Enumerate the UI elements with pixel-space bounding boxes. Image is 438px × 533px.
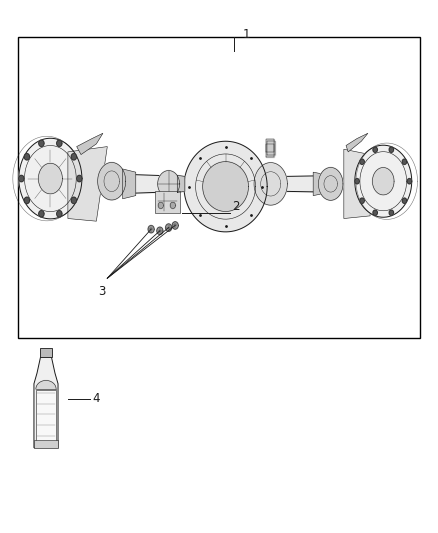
Polygon shape [267,141,275,155]
Bar [39,348,52,357]
Circle shape [148,225,154,233]
Circle shape [360,198,364,204]
Text: 4: 4 [92,392,99,405]
Circle shape [157,227,163,235]
Polygon shape [266,144,274,157]
Polygon shape [355,145,412,217]
Circle shape [389,210,393,215]
Circle shape [24,154,29,160]
Circle shape [355,179,359,184]
Polygon shape [177,175,185,192]
Polygon shape [158,171,180,197]
Polygon shape [68,147,107,221]
Circle shape [402,159,406,164]
Circle shape [77,175,82,182]
Circle shape [39,211,44,217]
Text: 3: 3 [98,285,105,297]
Circle shape [373,147,378,152]
Circle shape [360,159,364,164]
Circle shape [71,197,77,204]
Circle shape [158,202,163,208]
Circle shape [166,224,172,231]
Polygon shape [39,163,62,194]
Circle shape [39,140,44,147]
Polygon shape [98,163,126,200]
Polygon shape [344,149,370,219]
Circle shape [389,147,393,152]
Circle shape [19,175,24,182]
Circle shape [57,211,62,217]
Polygon shape [123,169,136,199]
Circle shape [57,140,62,147]
Circle shape [407,179,412,184]
Polygon shape [19,138,82,219]
Polygon shape [254,163,287,205]
Bar [18,37,420,338]
Circle shape [172,222,178,229]
Text: 2: 2 [232,200,240,213]
Polygon shape [313,172,324,196]
Bar [36,390,56,441]
Polygon shape [36,381,56,389]
Polygon shape [77,133,103,155]
Circle shape [71,154,77,160]
Bar [155,191,180,213]
Polygon shape [34,357,58,448]
Polygon shape [318,167,343,200]
Polygon shape [203,161,248,212]
Circle shape [402,198,406,204]
Circle shape [170,202,176,208]
Text: 1: 1 [243,28,251,41]
Bar [34,440,58,448]
Polygon shape [346,133,368,152]
Circle shape [24,197,29,204]
Polygon shape [266,139,274,152]
Circle shape [373,210,378,215]
Polygon shape [184,141,267,232]
Polygon shape [372,167,394,195]
